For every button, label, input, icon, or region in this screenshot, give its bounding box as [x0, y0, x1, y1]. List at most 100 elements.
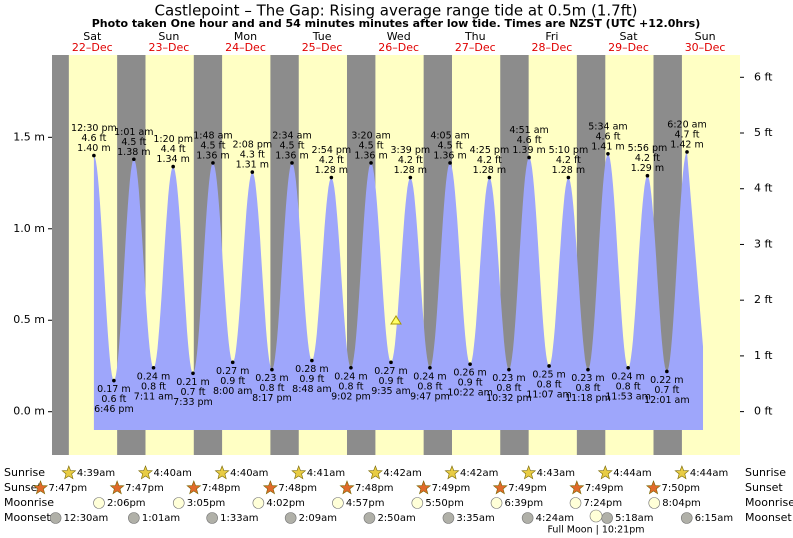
tide-point: [527, 155, 531, 160]
date-label: 22–Dec: [72, 41, 113, 54]
moonrise-icon: [93, 497, 105, 509]
tide-label: 4.6 ft: [81, 133, 106, 144]
tide-label: 0.9 ft: [220, 376, 245, 387]
event-time: 12:30am: [64, 513, 109, 524]
tide-point: [547, 364, 551, 368]
sun-icon: [416, 480, 432, 495]
event-time: 7:49pm: [585, 483, 624, 494]
y-tick-label: 0.5 m: [13, 313, 45, 326]
tide-label: 4.2 ft: [556, 155, 581, 166]
sun-icon: [444, 465, 460, 480]
tide-label: 1:01 am: [114, 127, 153, 138]
tide-label: 0.23 m: [255, 373, 288, 384]
tide-label: 4:05 am: [430, 130, 469, 141]
tide-label: 6:46 pm: [94, 404, 134, 415]
tide-label: 0.27 m: [216, 366, 249, 377]
y2-tick-label: 5 ft: [754, 126, 773, 139]
tide-label: 4.2 ft: [635, 153, 660, 164]
tide-label: 3:20 am: [351, 130, 390, 141]
event-time: 7:47pm: [125, 483, 164, 494]
event-row-label: Sunset: [4, 481, 42, 494]
tide-label: 9:35 am: [371, 386, 410, 397]
tide-label: 1.38 m: [117, 147, 150, 158]
moonrise-icon: [648, 497, 661, 509]
full-moon-icon: [589, 509, 603, 523]
moonset-icon: [363, 512, 376, 524]
tide-label: 1:20 pm: [153, 134, 193, 145]
tide-label: 7:11 am: [134, 391, 173, 402]
date-label: 23–Dec: [149, 41, 190, 54]
tide-point: [487, 175, 492, 180]
tide-label: 0.8 ft: [616, 381, 641, 392]
moonset-icon: [442, 512, 455, 524]
moonset-icon: [521, 512, 534, 524]
tide-label: 0.23 m: [492, 373, 525, 384]
tide-label: 1.28 m: [394, 165, 427, 176]
tide-point: [428, 366, 432, 370]
sun-icon: [597, 465, 613, 480]
plot: 12:30 pm4.6 ft1.40 m0.17 m0.6 ft6:46 pm1…: [71, 119, 707, 430]
tide-label: 1.34 m: [156, 154, 189, 165]
tide-label: 0.24 m: [413, 371, 446, 382]
tide-point: [369, 161, 373, 165]
event-time: 5:18am: [615, 513, 653, 524]
tide-area: [93, 152, 704, 430]
date-label: 25–Dec: [302, 41, 343, 54]
tide-label: 0.22 m: [650, 375, 683, 386]
tide-label: 10:32 pm: [486, 393, 532, 404]
moonrise-icon: [252, 497, 265, 509]
tide-label: 1.29 m: [631, 163, 664, 174]
chart-subtitle: Photo taken One hour and and 54 minutes …: [92, 17, 700, 30]
tide-label: 4.2 ft: [319, 155, 344, 166]
event-time: 1:01am: [142, 513, 180, 524]
chart-title: Castlepoint – The Gap: Rising average ra…: [155, 2, 638, 20]
y-tick-label: 1.0 m: [13, 222, 45, 235]
y2-tick-label: 6 ft: [754, 70, 773, 83]
tide-label: 0.27 m: [374, 366, 407, 377]
sun-icon: [645, 480, 662, 495]
tide-label: 4:25 pm: [470, 145, 510, 156]
tide-label: 4.5 ft: [121, 137, 146, 148]
event-time: 4:40am: [153, 468, 191, 479]
date-label: 27–Dec: [455, 41, 496, 54]
event-row-label: Moonset: [4, 511, 51, 524]
tide-label: 0.9 ft: [378, 376, 403, 387]
tide-label: 1.28 m: [473, 165, 506, 176]
tide-point: [329, 175, 334, 180]
sun-icon: [186, 480, 202, 495]
event-time: 6:15am: [695, 513, 733, 524]
tide-label: 9:47 pm: [410, 391, 450, 402]
tide-label: 11:07 am: [526, 389, 571, 400]
tide-point: [408, 175, 413, 180]
y2-tick-label: 0 ft: [754, 405, 773, 418]
sun-icon: [367, 465, 383, 480]
tide-label: 0.17 m: [97, 384, 130, 395]
tide-point: [468, 362, 472, 366]
weekday-label: Wed: [387, 30, 411, 43]
event-row-label: Moonrise: [4, 496, 54, 509]
event-time: 4:44am: [613, 468, 651, 479]
sun-icon: [674, 465, 690, 480]
tide-label: 0.24 m: [611, 371, 644, 382]
y2-tick-label: 1 ft: [754, 349, 773, 362]
tide-point: [566, 175, 571, 180]
tide-point: [92, 153, 96, 158]
tide-point: [191, 371, 195, 376]
tide-label: 0.24 m: [334, 371, 367, 382]
tide-point: [685, 150, 689, 154]
tide-label: 1.42 m: [670, 139, 703, 150]
sun-icon: [137, 465, 154, 480]
event-row-label: Sunset: [745, 481, 783, 494]
event-time: 1:33am: [220, 513, 258, 524]
tide-point: [645, 173, 650, 178]
tide-label: 5:10 pm: [549, 145, 589, 156]
tide-point: [586, 367, 590, 372]
date-label: 26–Dec: [378, 41, 419, 54]
tide-label: 1.36 m: [275, 150, 308, 161]
weekday-label: Sat: [619, 30, 638, 43]
tide-label: 1.39 m: [512, 145, 545, 156]
sun-icon: [569, 480, 585, 495]
tide-label: 0.8 ft: [141, 381, 166, 392]
tide-label: 0.8 ft: [575, 383, 600, 394]
